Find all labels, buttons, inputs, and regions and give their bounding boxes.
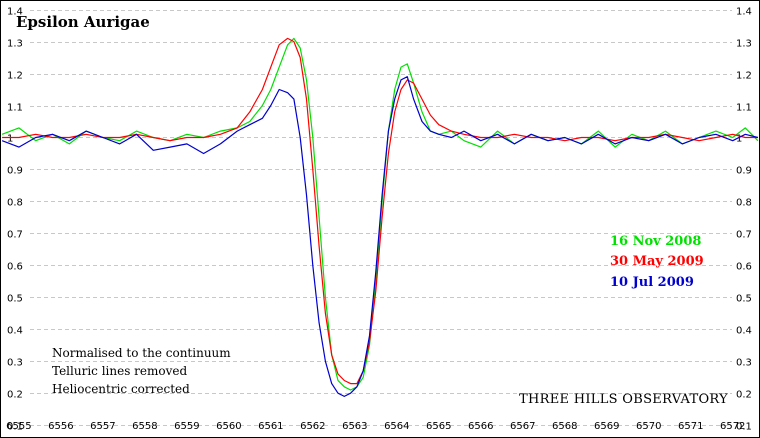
y-tick-label-left: 1.2 <box>7 71 23 82</box>
x-tick-label: 6572 <box>720 421 745 432</box>
x-tick-label: 6565 <box>426 421 451 432</box>
y-tick-label-left: 0.4 <box>7 326 23 337</box>
x-tick-label: 6556 <box>48 421 73 432</box>
y-tick-label-left: 0.2 <box>7 390 23 401</box>
y-tick-label-right: 1 <box>736 134 742 145</box>
x-tick-label: 6568 <box>552 421 577 432</box>
y-tick-label-right: 0.1 <box>736 422 752 433</box>
y-tick-label-right: 1.3 <box>736 39 752 50</box>
notes: Normalised to the continuum Telluric lin… <box>52 346 231 396</box>
y-tick-label-right: 1.2 <box>736 71 752 82</box>
x-tick-label: 6570 <box>636 421 661 432</box>
observatory-credit: THREE HILLS OBSERVATORY <box>519 392 728 407</box>
x-axis-ticks: 6555 6556 6557 6558 6559 6560 6561 6562 6563 6564… <box>6 421 745 432</box>
x-tick-label: 6563 <box>342 421 367 432</box>
x-tick-label: 6559 <box>174 421 199 432</box>
y-tick-label-left: 0.7 <box>7 230 23 241</box>
y-tick-label-right: 1.4 <box>736 7 752 18</box>
x-tick-label: 6566 <box>468 421 493 432</box>
x-tick-label: 6560 <box>216 421 241 432</box>
y-axis-ticks: 0.1 0.1 0.2 0.2 0.3 0.3 0.4 0.4 0.5 0.5 0.6 0.6 0.7 0… <box>7 7 752 433</box>
y-tick-label-right: 0.7 <box>736 230 752 241</box>
y-tick-label-left: 0.8 <box>7 198 23 209</box>
y-tick-label-left: 0.1 <box>7 422 23 433</box>
x-tick-label: 6564 <box>384 421 409 432</box>
series-line-1 <box>1 37 759 391</box>
y-tick-label-left: 1.3 <box>7 39 23 50</box>
y-tick-label-left: 1.4 <box>7 7 23 18</box>
legend-series-2: 30 May 2009 <box>610 254 704 269</box>
y-tick-label-right: 0.3 <box>736 358 752 369</box>
series-lines <box>1 37 759 397</box>
legend: 16 Nov 2008 30 May 2009 10 Jul 2009 <box>610 234 704 290</box>
y-tick-label-left: 0.3 <box>7 358 23 369</box>
y-tick-label-left: 1 <box>7 134 13 145</box>
x-tick-label: 6558 <box>132 421 157 432</box>
legend-series-3: 10 Jul 2009 <box>610 275 694 290</box>
note-heliocentric: Heliocentric corrected <box>52 382 190 396</box>
y-tick-label-right: 0.9 <box>736 166 752 177</box>
x-tick-label: 6555 <box>6 421 31 432</box>
chart-title: Epsilon Aurigae <box>16 13 150 31</box>
x-tick-label: 6569 <box>594 421 619 432</box>
y-tick-label-right: 0.5 <box>736 294 752 305</box>
y-tick-label-right: 0.8 <box>736 198 752 209</box>
y-tick-label-right: 0.4 <box>736 326 752 337</box>
x-tick-label: 6561 <box>258 421 283 432</box>
y-tick-label-left: 0.5 <box>7 294 23 305</box>
x-tick-label: 6562 <box>300 421 325 432</box>
legend-series-1: 16 Nov 2008 <box>610 234 701 249</box>
note-telluric: Telluric lines removed <box>52 364 187 378</box>
y-tick-label-left: 0.6 <box>7 262 23 273</box>
y-tick-label-right: 0.2 <box>736 390 752 401</box>
y-tick-label-left: 1.1 <box>7 103 23 114</box>
x-tick-label: 6567 <box>510 421 535 432</box>
series-line-3 <box>1 76 759 397</box>
y-tick-label-right: 0.6 <box>736 262 752 273</box>
y-tick-label-right: 1.1 <box>736 103 752 114</box>
series-line-2 <box>2 37 758 385</box>
note-normalised: Normalised to the continuum <box>52 346 231 360</box>
x-tick-label: 6571 <box>678 421 703 432</box>
x-tick-label: 6557 <box>90 421 115 432</box>
y-tick-label-left: 0.9 <box>7 166 23 177</box>
